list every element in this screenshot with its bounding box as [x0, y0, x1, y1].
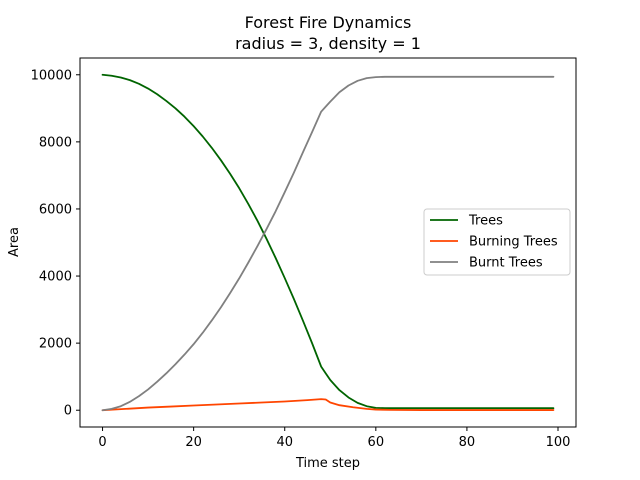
legend-box — [423, 208, 571, 276]
y-tick-label: 2000 — [39, 337, 72, 352]
chart-subtitle: radius = 3, density = 1 — [235, 34, 421, 53]
series-line-burning-trees — [101, 398, 555, 412]
x-axis-label: Time step — [295, 456, 360, 471]
x-tick-label: 40 — [276, 435, 293, 450]
y-axis-label: Area — [7, 227, 22, 257]
x-tick-label: 20 — [185, 435, 202, 450]
legend: Trees Burning Trees Burnt Trees — [423, 208, 571, 276]
x-tick-label: 0 — [98, 435, 106, 450]
legend-label: Burning Trees — [469, 235, 558, 250]
y-tick-label: 6000 — [39, 202, 72, 217]
y-tick-label: 0 — [64, 404, 72, 419]
x-tick-label: 100 — [546, 435, 571, 450]
series-line-trees — [101, 73, 555, 410]
y-tick-label: 4000 — [39, 270, 72, 285]
x-tick-label: 60 — [368, 435, 385, 450]
legend-label: Trees — [468, 214, 503, 229]
plot-area — [101, 73, 555, 412]
y-tick-label: 10000 — [31, 68, 72, 83]
series-line-burnt-trees — [101, 75, 555, 412]
legend-label: Burnt Trees — [469, 256, 543, 271]
y-tick-label: 8000 — [39, 135, 72, 150]
axes-frame — [79, 57, 577, 428]
x-tick-label: 80 — [459, 435, 476, 450]
chart-title: Forest Fire Dynamics — [245, 13, 412, 32]
